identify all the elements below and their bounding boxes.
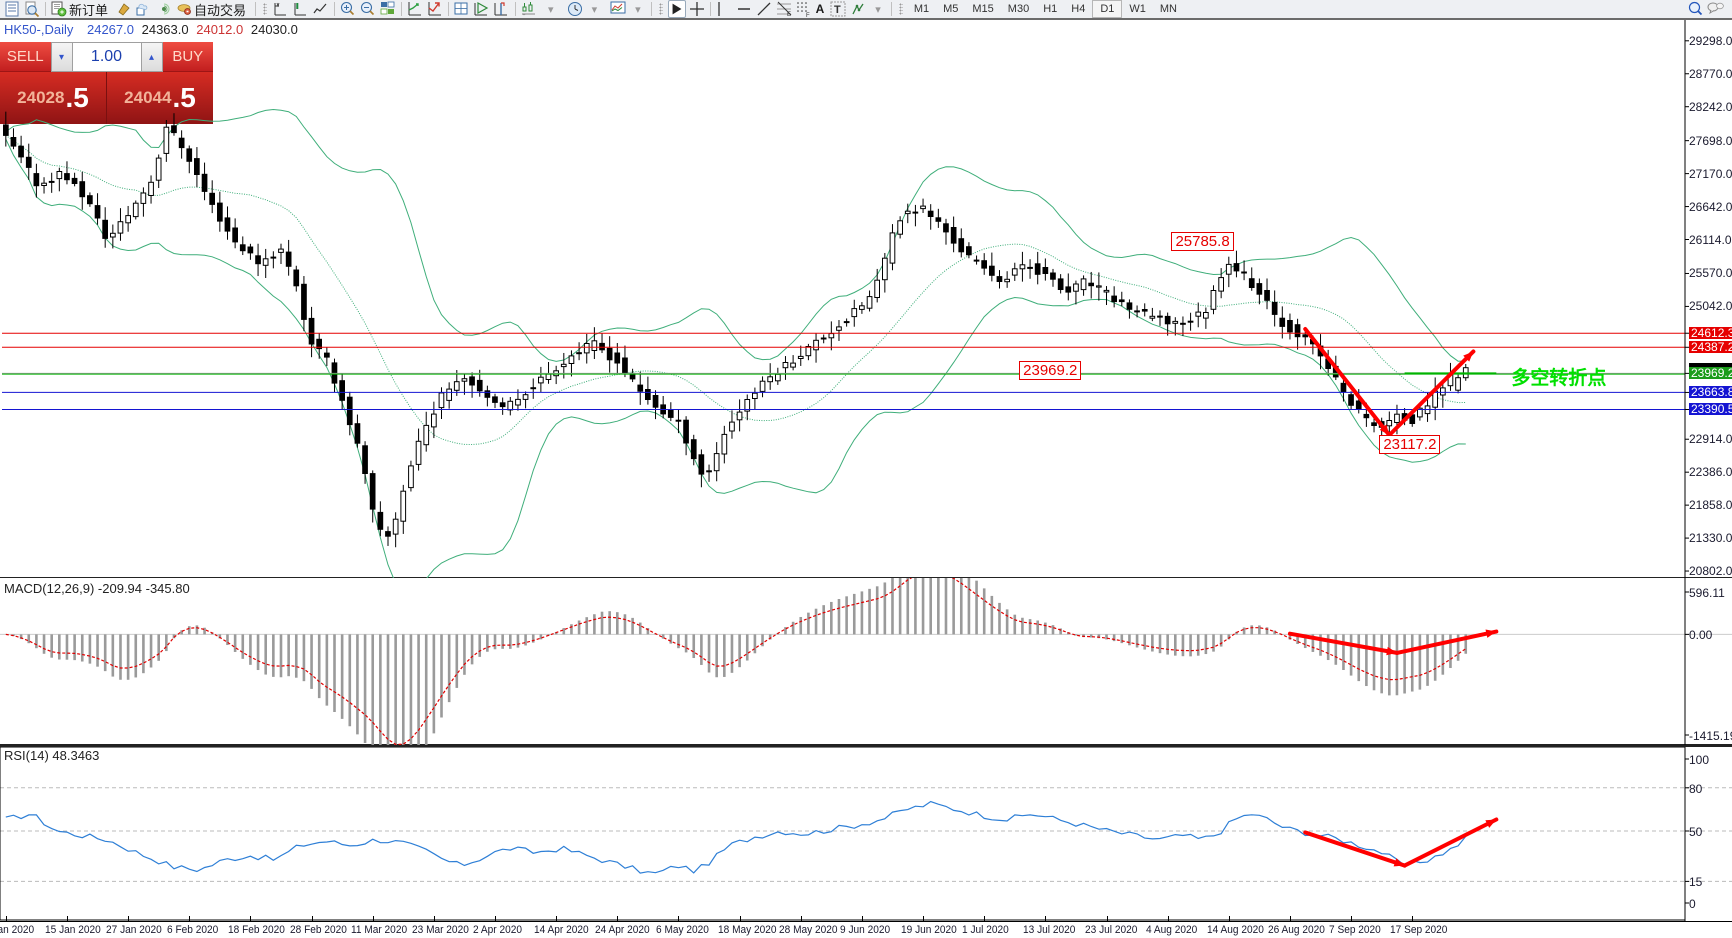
svg-text:E: E — [787, 12, 791, 18]
svg-text:F: F — [806, 13, 810, 18]
svg-text:T: T — [834, 4, 841, 16]
